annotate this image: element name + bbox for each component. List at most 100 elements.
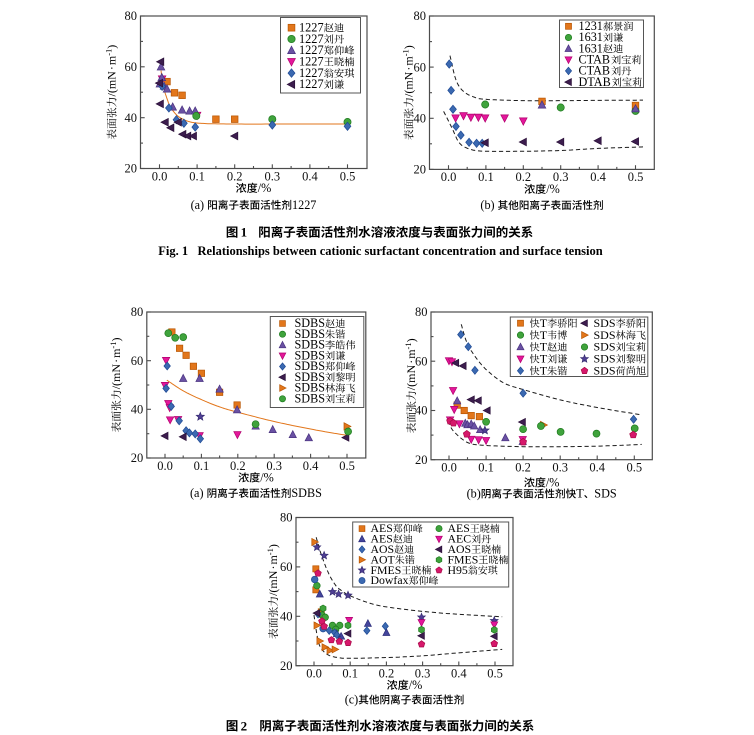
svg-text:0.3: 0.3 xyxy=(266,459,282,473)
svg-text:60: 60 xyxy=(125,60,138,74)
svg-text:20: 20 xyxy=(415,453,428,467)
svg-text:SDBS: SDBS xyxy=(295,316,326,330)
svg-text:0.2: 0.2 xyxy=(230,459,246,473)
svg-text:m: m xyxy=(402,56,416,66)
svg-text:0.0: 0.0 xyxy=(157,459,173,473)
svg-text:H95: H95 xyxy=(448,563,468,577)
svg-text:0.5: 0.5 xyxy=(487,667,503,681)
svg-text:Fig. 1 Relationships between: Fig. 1 Relationships between cationic su… xyxy=(158,244,602,258)
svg-text:): ) xyxy=(109,338,123,342)
svg-text:0.2: 0.2 xyxy=(379,667,395,681)
svg-text:0.3: 0.3 xyxy=(552,461,568,475)
svg-text:0.5: 0.5 xyxy=(628,170,644,184)
svg-text:m: m xyxy=(109,348,123,358)
svg-text:SDBS: SDBS xyxy=(295,338,326,352)
svg-text:T: T xyxy=(540,352,548,366)
svg-text:0.0: 0.0 xyxy=(441,170,457,184)
svg-text:DTAB: DTAB xyxy=(579,75,611,89)
svg-text:/%: /% xyxy=(409,678,423,692)
svg-text:AOT: AOT xyxy=(371,552,396,566)
svg-text:40: 40 xyxy=(280,610,293,624)
svg-text:0.2: 0.2 xyxy=(515,461,531,475)
svg-text:0.1: 0.1 xyxy=(194,459,210,473)
svg-text:0.3: 0.3 xyxy=(415,667,431,681)
svg-text:/(mN: /(mN xyxy=(109,364,123,390)
svg-text:80: 80 xyxy=(125,9,138,23)
svg-text:AEC: AEC xyxy=(448,532,472,546)
svg-text:(b): (b) xyxy=(467,487,481,501)
svg-text:1227: 1227 xyxy=(299,21,324,35)
svg-text:1231: 1231 xyxy=(579,19,603,33)
svg-text:0.2: 0.2 xyxy=(515,170,531,184)
svg-text:60: 60 xyxy=(280,560,293,574)
svg-text:): ) xyxy=(105,45,119,49)
svg-text:/(mN: /(mN xyxy=(402,71,416,97)
svg-text:FMES: FMES xyxy=(371,563,402,577)
svg-text:·: · xyxy=(105,66,119,70)
svg-text:AOS: AOS xyxy=(448,542,472,556)
svg-text:0.1: 0.1 xyxy=(342,667,358,681)
svg-text:80: 80 xyxy=(415,305,428,319)
svg-text:0.1: 0.1 xyxy=(478,170,494,184)
svg-text:0.4: 0.4 xyxy=(302,169,318,183)
svg-text:SDS: SDS xyxy=(594,316,616,330)
svg-text:0.4: 0.4 xyxy=(589,461,605,475)
svg-text:SDBS: SDBS xyxy=(295,359,326,373)
svg-text:1: 1 xyxy=(241,225,248,240)
svg-text:/(mN: /(mN xyxy=(105,71,119,97)
svg-text:20: 20 xyxy=(414,163,427,177)
svg-text:1227: 1227 xyxy=(299,43,324,57)
svg-text:-1: -1 xyxy=(403,342,413,349)
svg-text:60: 60 xyxy=(414,60,427,74)
svg-text:(b): (b) xyxy=(480,198,497,212)
svg-text:T: T xyxy=(540,340,548,354)
svg-text:CTAB: CTAB xyxy=(579,53,611,67)
svg-text:40: 40 xyxy=(415,404,428,418)
svg-text:): ) xyxy=(404,338,418,342)
svg-text:AES: AES xyxy=(448,521,470,535)
svg-text:80: 80 xyxy=(131,305,144,319)
svg-text:(c): (c) xyxy=(345,693,359,707)
svg-text:): ) xyxy=(266,544,280,548)
svg-text:1631: 1631 xyxy=(579,30,603,44)
svg-text:0.2: 0.2 xyxy=(227,169,243,183)
svg-text:T: T xyxy=(540,364,548,378)
svg-text:/(mN: /(mN xyxy=(404,365,418,391)
svg-text:60: 60 xyxy=(415,354,428,368)
svg-text:/%: /% xyxy=(546,476,560,490)
svg-text:SDS: SDS xyxy=(594,487,617,501)
svg-text:1227: 1227 xyxy=(299,77,324,91)
svg-text:-1: -1 xyxy=(104,49,114,56)
svg-text:0.4: 0.4 xyxy=(303,459,319,473)
svg-text:1227: 1227 xyxy=(299,55,324,69)
svg-text:0.0: 0.0 xyxy=(306,667,322,681)
svg-text:0.4: 0.4 xyxy=(451,667,467,681)
svg-text:(a): (a) xyxy=(190,486,207,500)
svg-text:/(mN: /(mN xyxy=(266,570,280,596)
svg-text:T: T xyxy=(540,316,548,330)
svg-text:40: 40 xyxy=(131,403,144,417)
svg-text:T: T xyxy=(576,487,584,501)
svg-text:·: · xyxy=(109,359,123,363)
svg-text:0.5: 0.5 xyxy=(340,169,356,183)
svg-text:SDBS: SDBS xyxy=(291,486,322,500)
svg-text:T: T xyxy=(540,328,548,342)
svg-text:20: 20 xyxy=(280,659,293,673)
svg-text:AES: AES xyxy=(371,532,393,546)
svg-text:0.5: 0.5 xyxy=(339,459,355,473)
svg-text:SDS: SDS xyxy=(594,328,616,342)
svg-text:SDS: SDS xyxy=(594,364,616,378)
svg-text:SDBS: SDBS xyxy=(295,348,326,362)
svg-text:40: 40 xyxy=(125,111,138,125)
svg-text:2: 2 xyxy=(241,718,248,733)
svg-text:0.3: 0.3 xyxy=(553,170,569,184)
svg-text:·: · xyxy=(266,566,280,570)
svg-text:·: · xyxy=(404,360,418,364)
svg-text:SDS: SDS xyxy=(594,340,616,354)
svg-text:FMES: FMES xyxy=(448,552,479,566)
svg-text:/%: /% xyxy=(260,471,274,485)
svg-text:AES: AES xyxy=(371,521,393,535)
svg-text:(a): (a) xyxy=(191,198,208,212)
svg-text:0.4: 0.4 xyxy=(590,170,606,184)
svg-text:80: 80 xyxy=(280,511,293,525)
